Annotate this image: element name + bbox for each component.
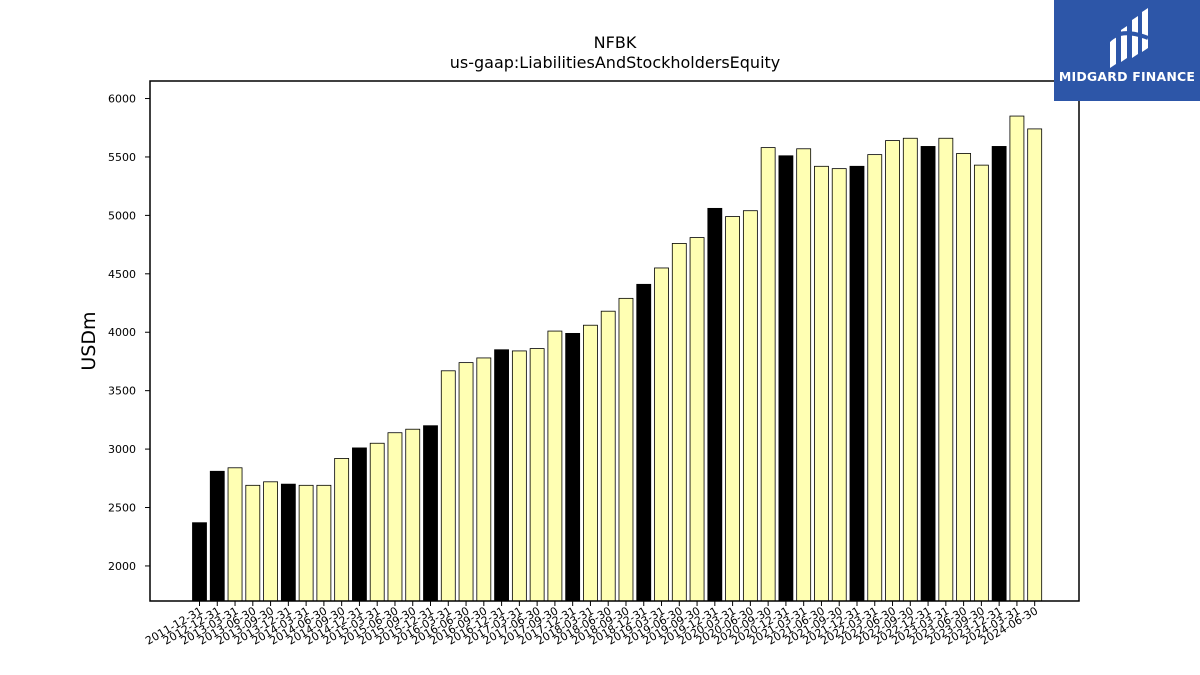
bar-2018-06-30	[600, 310, 616, 602]
bar-2013-06-30	[245, 484, 261, 602]
y-axis-label: USDm	[78, 311, 100, 370]
bar-2023-03-31	[938, 137, 954, 602]
bar-2022-06-30	[885, 140, 900, 602]
bar-2022-03-31	[867, 154, 883, 602]
bar-2013-09-30	[263, 481, 278, 602]
bar-2016-03-31	[440, 370, 456, 602]
bar-2014-09-30	[334, 458, 350, 602]
bar-2017-06-30	[529, 348, 545, 602]
bar-2019-06-30	[671, 243, 687, 602]
bar-2017-09-30	[547, 330, 563, 602]
y-tick-label: 5500	[108, 151, 136, 164]
bar-2020-09-30	[760, 147, 776, 602]
bar-2017-03-31	[511, 350, 527, 602]
bar-2024-06-30	[1027, 128, 1043, 602]
x-axis: 2011-12-312012-12-312013-03-312013-06-30…	[143, 601, 1040, 648]
y-tick-label: 2000	[108, 560, 136, 573]
y-tick-label: 6000	[108, 93, 136, 106]
y-tick-label: 4500	[108, 268, 136, 281]
bar-2011-12-31	[192, 522, 207, 602]
y-axis: 2000 2500 3000 3500 4000 4500 5000 5500 6000	[108, 93, 150, 573]
y-tick-label: 4000	[108, 326, 136, 339]
plot-frame	[149, 80, 1080, 602]
bar-2014-06-30	[316, 484, 332, 602]
y-tick-label: 2500	[108, 502, 136, 515]
midgard-logo-icon	[1104, 8, 1150, 72]
bar-2021-12-31	[849, 165, 865, 602]
bar-2019-03-31	[654, 267, 669, 602]
bar-2014-03-31	[298, 484, 314, 602]
bar-2012-12-31	[209, 470, 225, 602]
bar-2020-06-30	[742, 210, 758, 602]
bar-2023-09-30	[973, 164, 989, 602]
chart-title: NFBK	[594, 33, 637, 52]
bar-2020-03-31	[725, 216, 740, 602]
bar-2015-09-30	[405, 428, 421, 602]
bar-2016-06-30	[458, 362, 474, 602]
bar-2018-03-31	[583, 324, 598, 602]
midgard-finance-logo: MIDGARD FINANCE	[1054, 0, 1200, 101]
bar-2015-03-31	[369, 442, 385, 602]
y-tick-label: 5000	[108, 209, 136, 222]
bar-2016-09-30	[476, 357, 492, 602]
bar-2017-12-31	[565, 332, 581, 602]
bar-2016-12-31	[494, 349, 509, 602]
bar-2013-03-31	[227, 467, 243, 602]
y-tick-label: 3000	[108, 443, 136, 456]
bar-2015-06-30	[387, 432, 403, 602]
bar-2013-12-31	[280, 483, 296, 602]
bar-2023-06-30	[956, 153, 972, 602]
logo-text: MIDGARD FINANCE	[1058, 69, 1196, 84]
bar-2021-03-31	[796, 148, 812, 602]
bar-2024-03-31	[1009, 115, 1025, 602]
bar-2019-12-31	[707, 207, 723, 602]
chart-subtitle: us-gaap:LiabilitiesAndStockholdersEquity	[450, 53, 781, 72]
bar-2019-09-30	[689, 237, 705, 602]
bar-2020-12-31	[778, 155, 794, 602]
bar-2022-12-31	[920, 146, 936, 602]
bar-2014-12-31	[352, 447, 367, 602]
bar-2022-09-30	[902, 137, 918, 602]
bar-2021-06-30	[814, 165, 829, 602]
bar-2015-12-31	[423, 425, 438, 602]
bar-2021-09-30	[831, 168, 847, 602]
bar-series	[192, 115, 1043, 602]
bar-2023-12-31	[991, 146, 1007, 602]
y-tick-label: 3500	[108, 385, 136, 398]
bar-2018-09-30	[618, 297, 634, 602]
bar-2018-12-31	[636, 283, 652, 602]
